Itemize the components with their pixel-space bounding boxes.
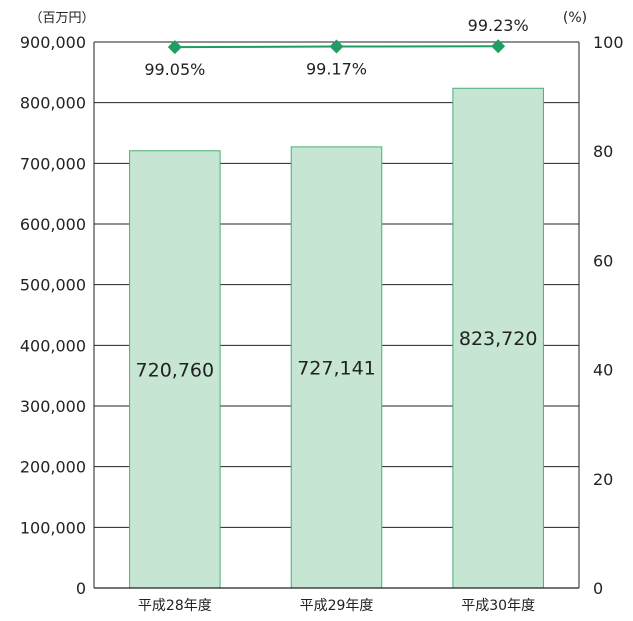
y-left-tick-label: 400,000 bbox=[20, 336, 86, 355]
y-right-tick-label: 0 bbox=[593, 579, 603, 598]
y-left-tick-label: 0 bbox=[76, 579, 86, 598]
y-left-tick-label: 900,000 bbox=[20, 33, 86, 52]
y-left-tick-label: 300,000 bbox=[20, 397, 86, 416]
y-right-tick-label: 100 bbox=[593, 33, 624, 52]
y-right-tick-label: 60 bbox=[593, 251, 613, 270]
x-tick-label: 平成30年度 bbox=[461, 598, 535, 614]
y-left-unit-label: （百万円） bbox=[29, 11, 94, 26]
y-left-tick-label: 100,000 bbox=[20, 518, 86, 537]
y-left-tick-label: 800,000 bbox=[20, 94, 86, 113]
bar-value-label: 823,720 bbox=[459, 328, 538, 350]
x-tick-label: 平成29年度 bbox=[300, 598, 374, 614]
line-value-label: 99.23% bbox=[468, 16, 529, 35]
y-right-tick-label: 80 bbox=[593, 142, 613, 161]
y-left-tick-label: 500,000 bbox=[20, 276, 86, 295]
y-right-tick-label: 20 bbox=[593, 470, 613, 489]
line-marker bbox=[491, 39, 505, 53]
bar-value-label: 727,141 bbox=[297, 357, 376, 379]
y-right-unit-label: (%) bbox=[563, 10, 587, 26]
line-value-label: 99.17% bbox=[306, 60, 367, 79]
y-left-tick-label: 600,000 bbox=[20, 215, 86, 234]
line-value-label: 99.05% bbox=[144, 60, 205, 79]
y-left-tick-label: 200,000 bbox=[20, 458, 86, 477]
y-left-tick-label: 700,000 bbox=[20, 154, 86, 173]
x-tick-label: 平成28年度 bbox=[138, 598, 212, 614]
y-right-tick-label: 40 bbox=[593, 361, 613, 380]
bar-value-label: 720,760 bbox=[136, 359, 215, 381]
